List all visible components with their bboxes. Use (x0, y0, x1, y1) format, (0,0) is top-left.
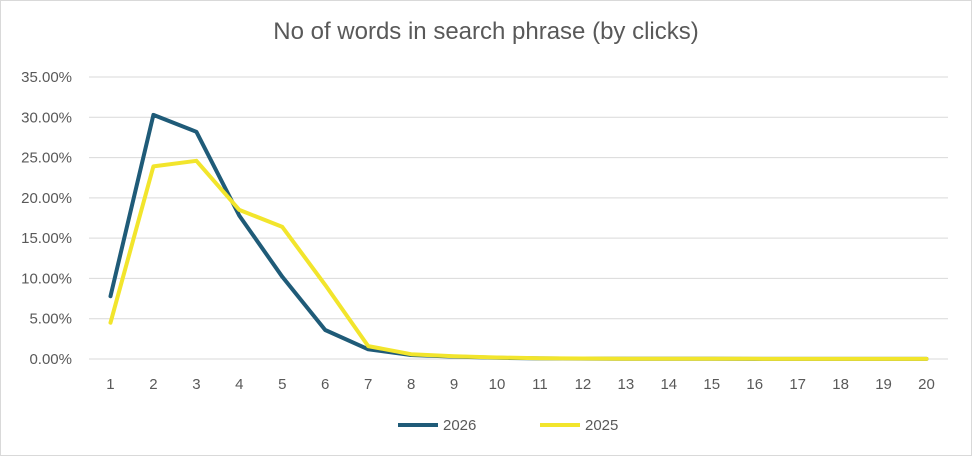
x-tick-label: 16 (746, 376, 763, 393)
chart-title: No of words in search phrase (by clicks) (273, 18, 699, 45)
x-tick-label: 19 (875, 376, 892, 393)
y-tick-label: 5.00% (29, 311, 72, 328)
x-tick-label: 2 (149, 376, 157, 393)
y-tick-label: 10.00% (21, 270, 72, 287)
y-tick-label: 30.00% (21, 109, 72, 126)
x-tick-label: 3 (192, 376, 200, 393)
x-tick-label: 4 (235, 376, 243, 393)
y-tick-label: 35.00% (21, 69, 72, 86)
x-tick-label: 18 (832, 376, 849, 393)
series-line-2025 (108, 158, 929, 361)
y-axis-ticks: 0.00% 5.00% 10.00% 15.00% 20.00% 25.00% 30.00%… (21, 69, 72, 368)
y-tick-label: 25.00% (21, 150, 72, 167)
x-tick-label: 1 (106, 376, 114, 393)
legend-label-2026: 2026 (443, 417, 476, 434)
y-tick-label: 0.00% (29, 351, 72, 368)
x-tick-label: 13 (618, 376, 635, 393)
legend-label-2025: 2025 (585, 417, 618, 434)
y-tick-label: 15.00% (21, 230, 72, 247)
x-tick-label: 20 (918, 376, 935, 393)
x-axis-ticks: 1 2 3 4 5 6 7 8 9 10 11 12 13 14 15 16 17 18 19 20 (106, 376, 935, 393)
x-tick-label: 11 (532, 376, 548, 393)
series-lines (108, 112, 929, 361)
x-tick-label: 15 (703, 376, 720, 393)
x-tick-label: 14 (660, 376, 677, 393)
x-tick-label: 8 (407, 376, 415, 393)
x-tick-label: 5 (278, 376, 286, 393)
x-tick-label: 7 (364, 376, 372, 393)
series-line-2026 (108, 112, 929, 361)
x-tick-label: 17 (789, 376, 806, 393)
x-tick-label: 10 (489, 376, 506, 393)
x-tick-label: 6 (321, 376, 329, 393)
y-tick-label: 20.00% (21, 190, 72, 207)
legend: 2026 2025 (398, 417, 618, 434)
x-tick-label: 9 (450, 376, 458, 393)
gridlines (89, 76, 948, 360)
x-tick-label: 12 (575, 376, 592, 393)
